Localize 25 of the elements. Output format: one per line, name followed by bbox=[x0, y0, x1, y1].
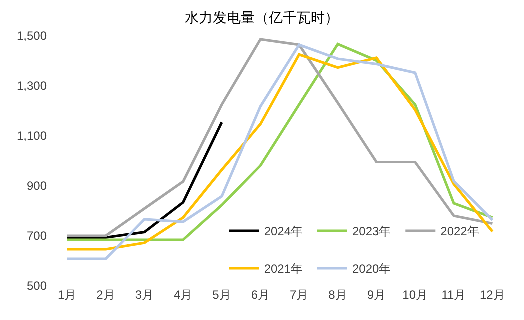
x-tick-label: 2月 bbox=[96, 288, 116, 302]
x-tick-label: 5月 bbox=[212, 288, 232, 302]
legend-label: 2024年 bbox=[264, 224, 304, 239]
x-tick-label: 7月 bbox=[290, 288, 309, 302]
y-tick-label: 1,500 bbox=[16, 29, 48, 44]
y-tick-label: 1,300 bbox=[16, 79, 48, 94]
x-tick-label: 6月 bbox=[251, 288, 270, 302]
x-tick-label: 12月 bbox=[480, 288, 506, 302]
x-tick-label: 11月 bbox=[442, 288, 466, 302]
y-tick-label: 900 bbox=[26, 179, 48, 194]
y-tick-label: 500 bbox=[26, 279, 48, 294]
x-tick-label: 10月 bbox=[402, 288, 428, 302]
y-tick-label: 1,100 bbox=[16, 129, 48, 144]
x-tick-label: 9月 bbox=[367, 288, 386, 302]
chart-title: 水力发电量（亿千瓦时） bbox=[185, 10, 339, 26]
legend-label: 2023年 bbox=[352, 224, 392, 239]
line-series bbox=[66, 121, 224, 240]
x-tick-label: 4月 bbox=[174, 288, 193, 302]
x-tick-label: 1月 bbox=[58, 288, 77, 302]
x-tick-label: 3月 bbox=[135, 288, 154, 302]
y-tick-label: 700 bbox=[26, 229, 48, 244]
x-tick-label: 8月 bbox=[328, 288, 348, 302]
legend-label: 2021年 bbox=[264, 262, 304, 276]
legend-label: 2020年 bbox=[352, 262, 392, 276]
legend-label: 2022年 bbox=[440, 224, 480, 239]
